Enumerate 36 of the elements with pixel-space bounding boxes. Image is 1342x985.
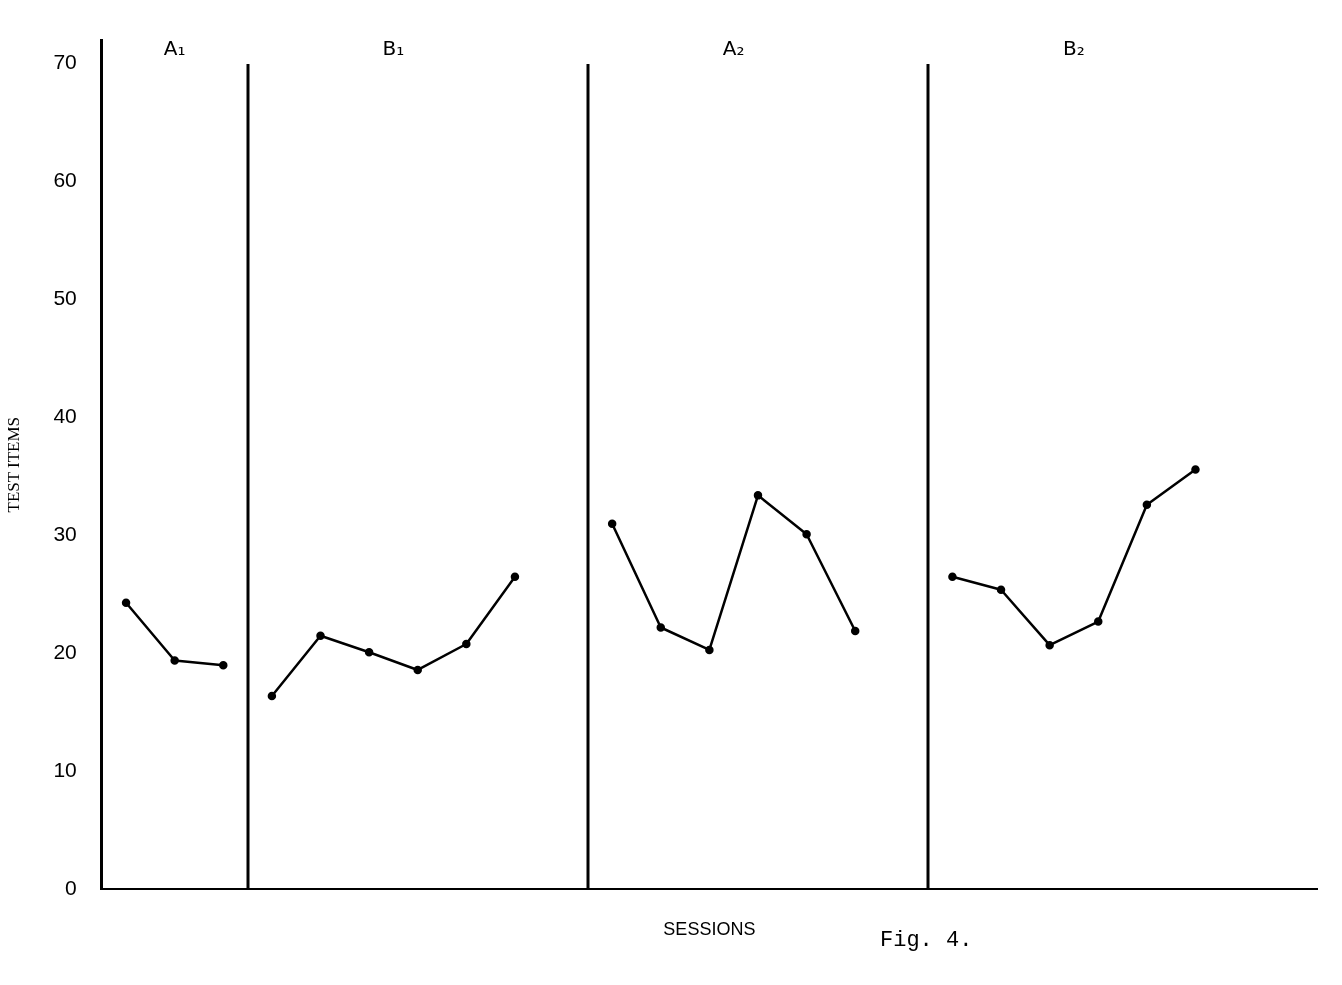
- annotation: B₁: [382, 35, 405, 60]
- y-tick-label: 60: [53, 168, 77, 192]
- point: [1191, 465, 1200, 474]
- annotation: A₂: [722, 35, 745, 60]
- y-tick-label: 20: [53, 640, 77, 664]
- point: [316, 631, 325, 641]
- point: [413, 665, 422, 675]
- point: [462, 639, 471, 649]
- y-tick-label: 30: [53, 522, 77, 546]
- caption: Fig. 4.: [880, 928, 973, 953]
- x-axis-title: SESSIONS: [663, 919, 756, 940]
- point: [170, 656, 179, 665]
- point: [753, 491, 763, 500]
- annotation: B₂: [1063, 35, 1085, 60]
- point: [656, 623, 666, 632]
- point: [705, 645, 714, 655]
- point: [948, 572, 957, 582]
- y-tick-label: 10: [53, 758, 77, 782]
- point: [364, 648, 374, 657]
- point: [510, 572, 520, 582]
- y-tick-label: 40: [53, 404, 77, 428]
- point: [219, 661, 228, 670]
- point: [802, 530, 811, 539]
- point: [267, 691, 277, 701]
- y-tick-label: 50: [53, 286, 77, 310]
- point: [1045, 640, 1054, 650]
- annotation: A₁: [163, 35, 186, 60]
- point: [121, 598, 131, 607]
- point: [1142, 500, 1152, 510]
- y-tick-label: 70: [53, 50, 77, 74]
- point: [850, 626, 860, 636]
- y-tick-label: 0: [65, 876, 77, 900]
- y-axis-title: TEST ITEMS: [3, 416, 23, 513]
- point: [996, 585, 1006, 594]
- point: [607, 519, 617, 528]
- point: [1094, 617, 1103, 626]
